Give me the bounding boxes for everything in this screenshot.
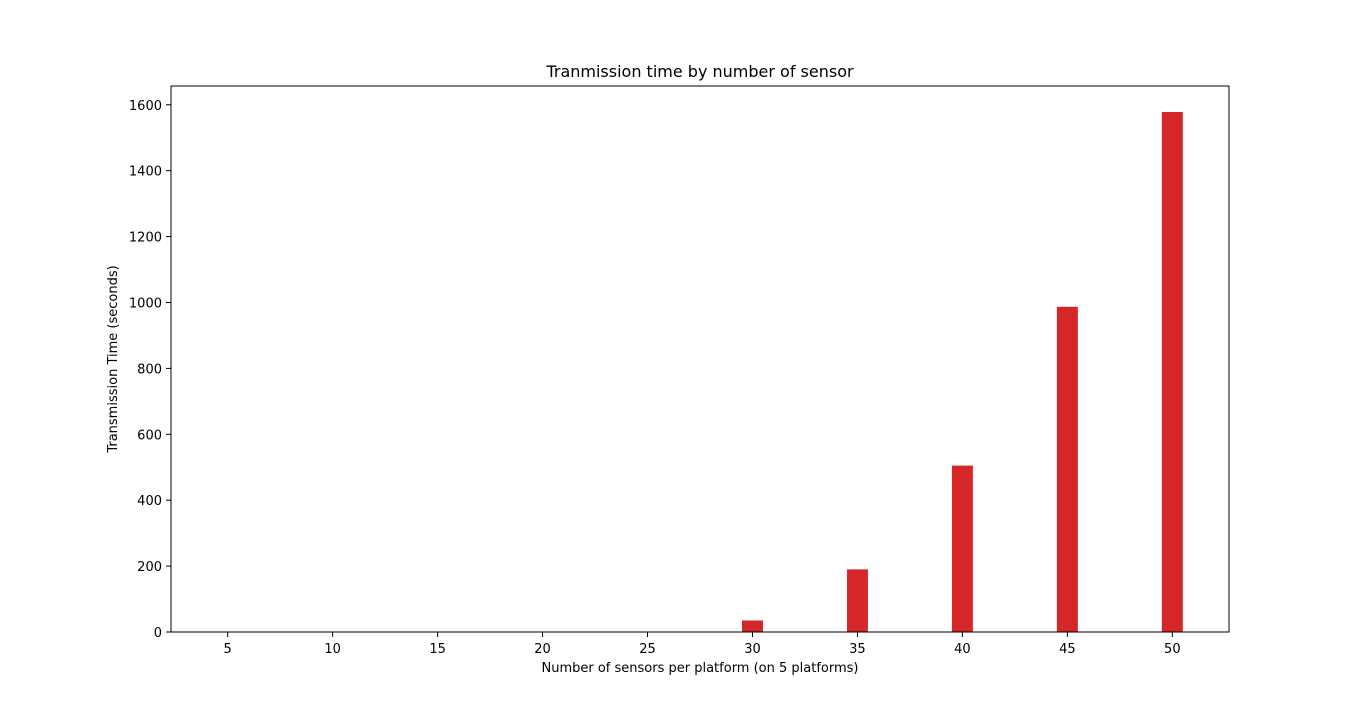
y-tick-label-600: 600	[137, 428, 162, 443]
x-tick-label-45: 45	[1059, 642, 1076, 657]
x-tick-label-40: 40	[954, 642, 971, 657]
y-tick-label-0: 0	[154, 626, 162, 641]
y-tick-label-1000: 1000	[129, 296, 162, 311]
y-tick-label-800: 800	[137, 362, 162, 377]
y-tick-label-400: 400	[137, 494, 162, 509]
y-tick-label-1200: 1200	[129, 231, 162, 246]
y-tick-label-1400: 1400	[129, 165, 162, 180]
bar-50	[1161, 112, 1183, 632]
x-axis-label: Number of sensors per platform (on 5 pla…	[542, 661, 859, 676]
y-tick-label-200: 200	[137, 560, 162, 575]
x-tick-label-35: 35	[849, 642, 866, 657]
x-tick-label-15: 15	[429, 642, 446, 657]
bar-40	[951, 465, 973, 632]
axes-frame	[170, 85, 1230, 633]
x-tick-label-25: 25	[639, 642, 656, 657]
y-axis-label: Transmission Time (seconds)	[106, 265, 121, 453]
bar-35	[846, 569, 868, 632]
x-tick-label-30: 30	[744, 642, 761, 657]
bar-30	[741, 620, 763, 632]
x-tick-label-5: 5	[224, 642, 232, 657]
y-tick-label-1600: 1600	[129, 99, 162, 114]
plot-area: 5 10 15 20 25 30 35 40 45 50 0 200 400 600 800 1000 1200…	[129, 85, 1230, 657]
x-tick-label-20: 20	[534, 642, 551, 657]
x-tick-label-50: 50	[1164, 642, 1181, 657]
bar-45	[1056, 306, 1078, 632]
chart-title: Tranmission time by number of sensor	[545, 62, 854, 81]
x-tick-label-10: 10	[324, 642, 341, 657]
